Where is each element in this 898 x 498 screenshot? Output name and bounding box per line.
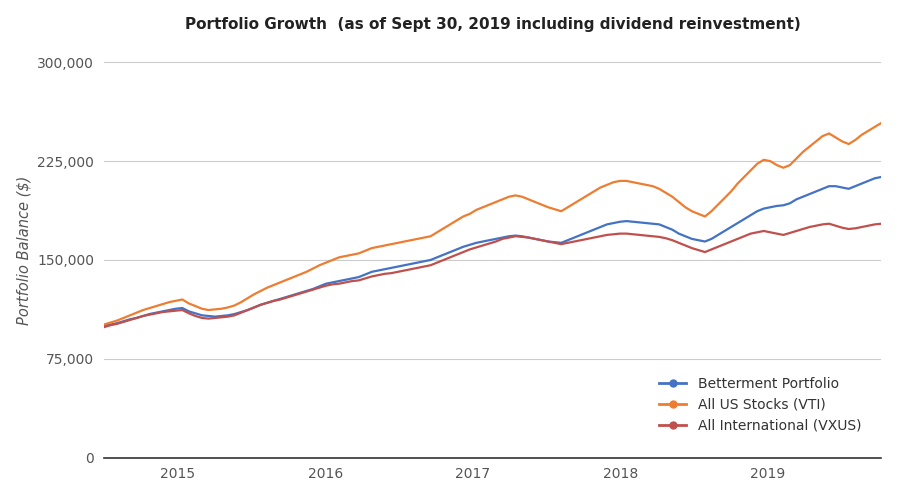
- Y-axis label: Portfolio Balance ($): Portfolio Balance ($): [17, 175, 31, 325]
- Title: Portfolio Growth  (as of Sept 30, 2019 including dividend reinvestment): Portfolio Growth (as of Sept 30, 2019 in…: [185, 16, 800, 32]
- Legend: Betterment Portfolio, All US Stocks (VTI), All International (VXUS): Betterment Portfolio, All US Stocks (VTI…: [653, 371, 867, 438]
